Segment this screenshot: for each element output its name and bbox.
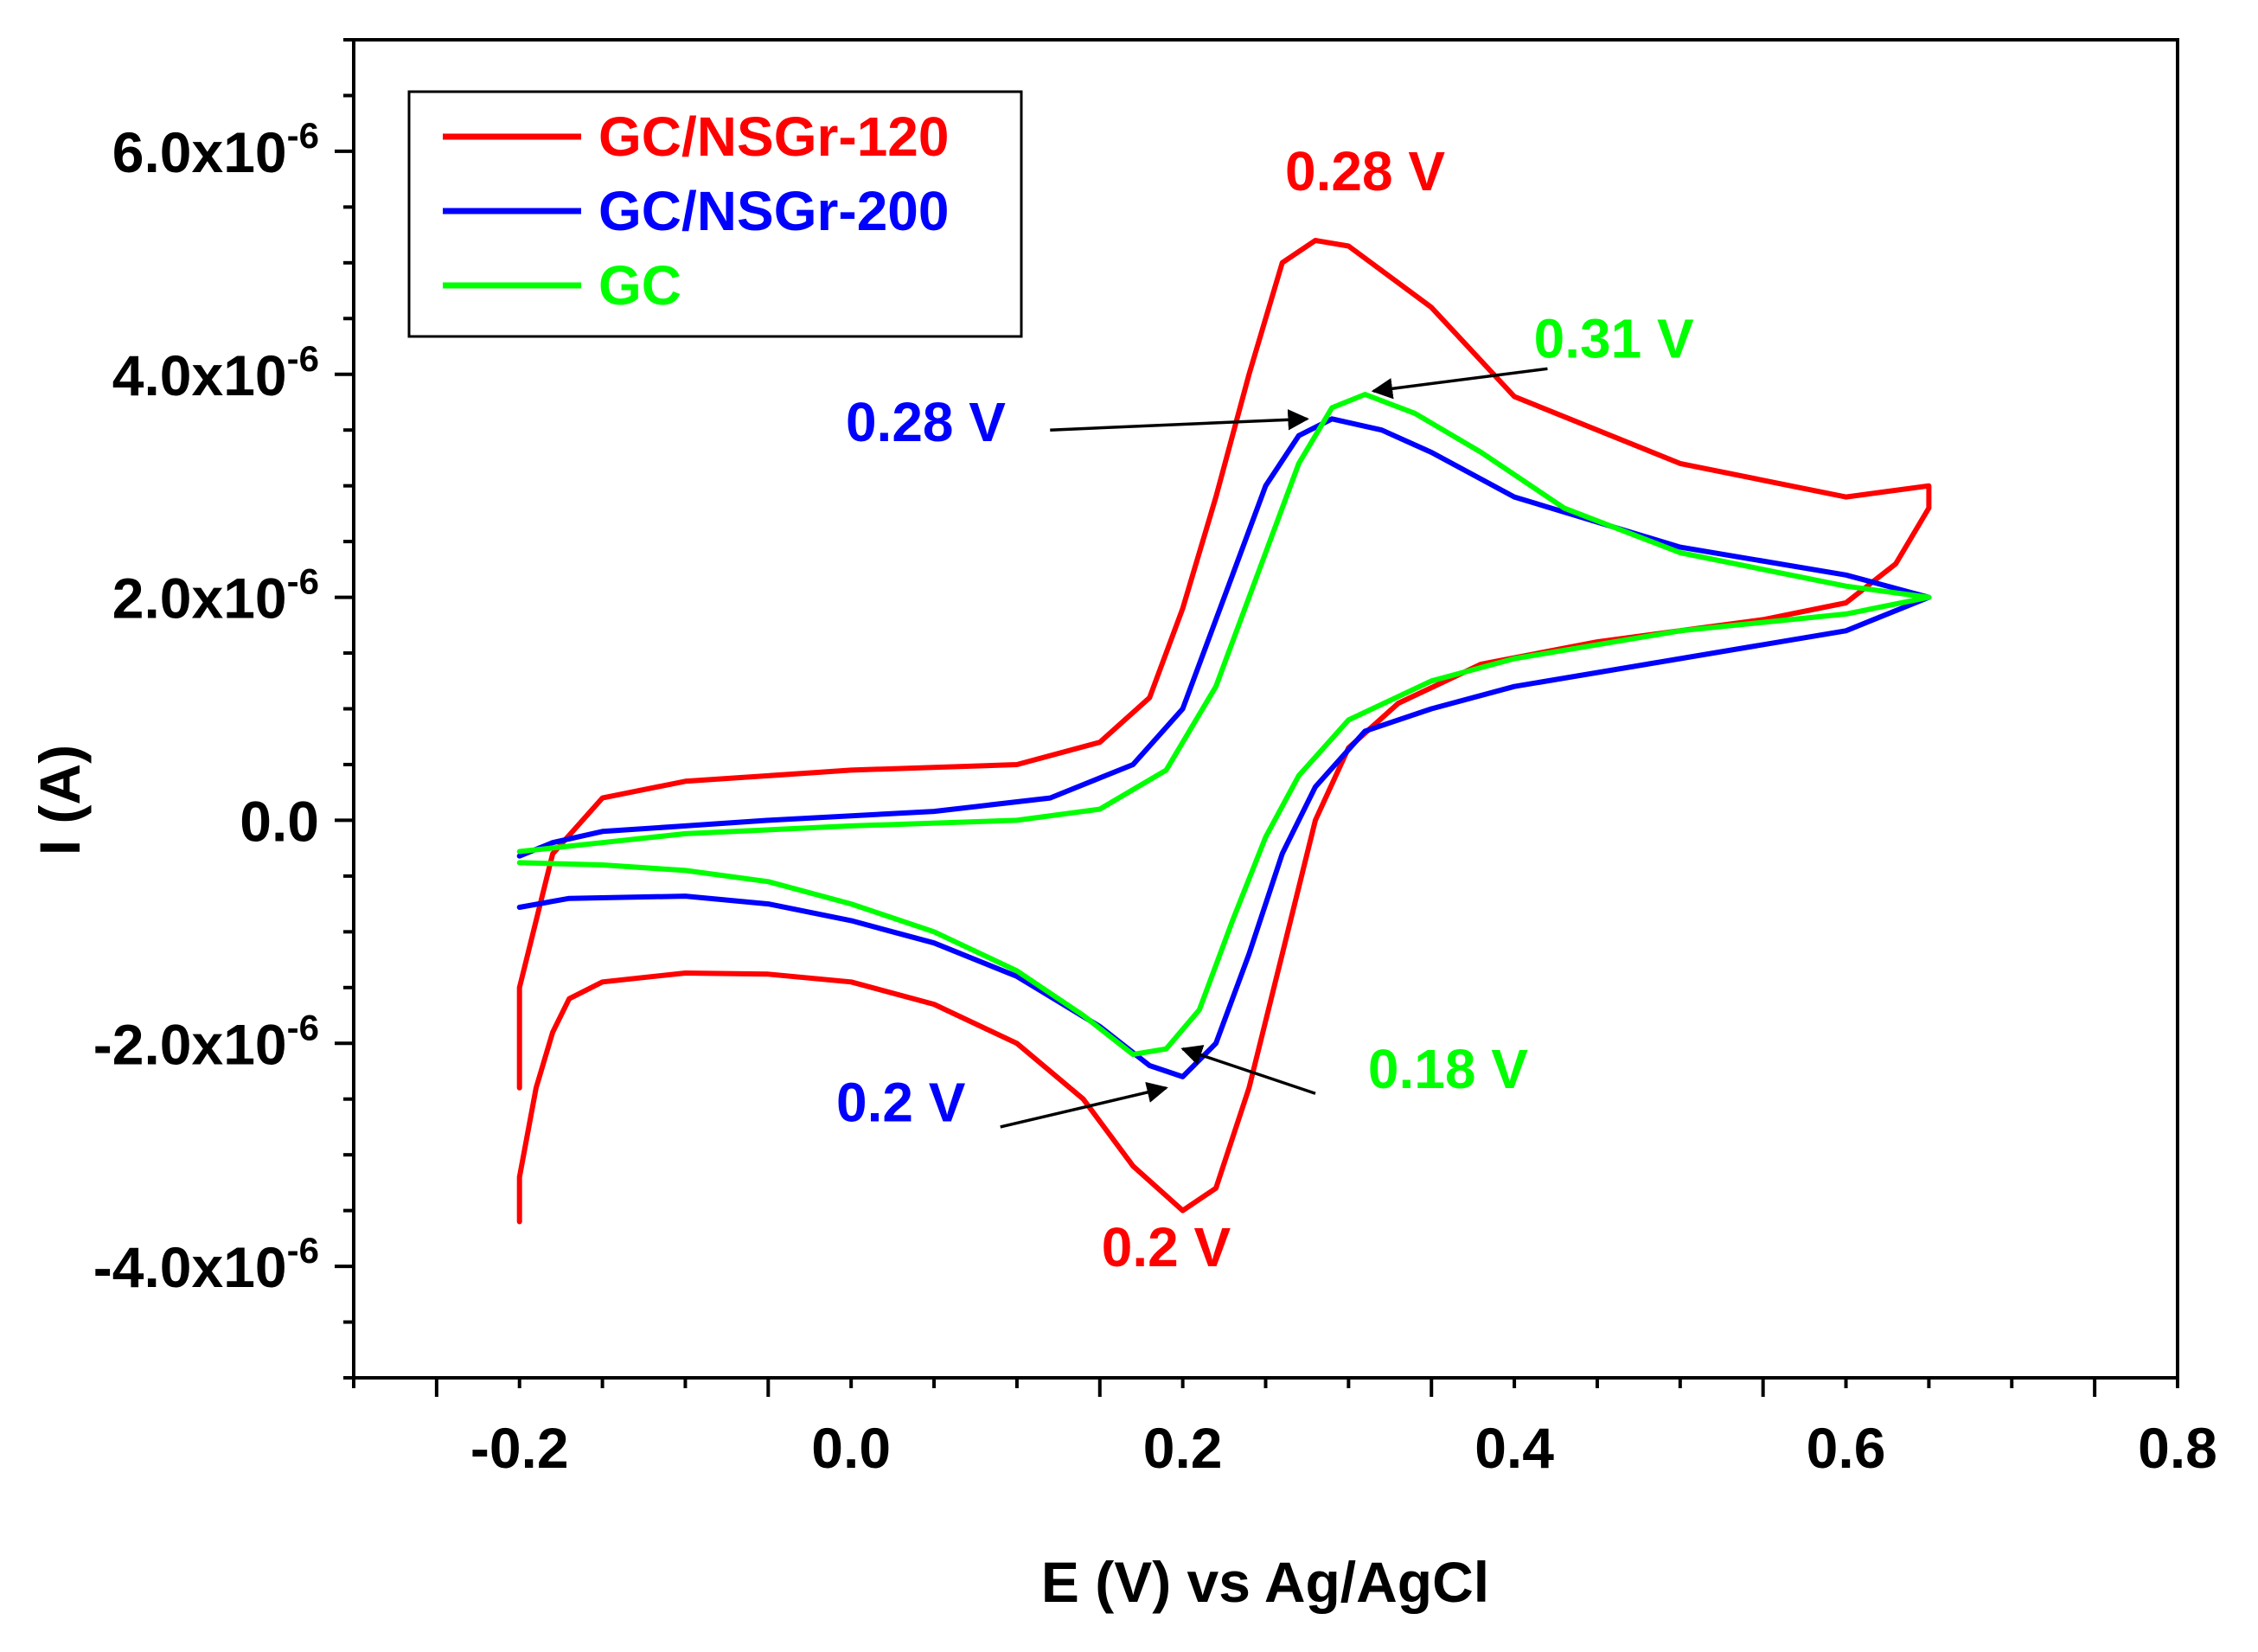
x-axis: -0.2 0.0 0.2 0.4 0.6 0.8 xyxy=(352,1378,2217,1480)
annotation-label: 0.28 V xyxy=(1285,140,1445,202)
x-tick-label: -0.2 xyxy=(470,1416,569,1480)
y-tick-mantissa: 6.0x10 xyxy=(112,120,287,184)
legend: GC/NSGr-120 GC/NSGr-200 GC xyxy=(407,90,1023,338)
x-tick-label: 0.6 xyxy=(1807,1416,1886,1480)
y-tick-label: -4.0x10-6 xyxy=(93,1230,319,1299)
x-tick-label: 0.2 xyxy=(1143,1416,1223,1480)
y-tick-exponent: -6 xyxy=(287,115,319,156)
y-tick-exponent: -6 xyxy=(287,1230,319,1271)
y-tick-exponent: -6 xyxy=(287,338,319,379)
y-tick-mantissa: -2.0x10 xyxy=(93,1012,287,1076)
y-tick-mantissa: 0.0 xyxy=(240,789,319,853)
y-tick-exponent: -6 xyxy=(287,561,319,602)
y-tick-mantissa: 2.0x10 xyxy=(112,567,287,631)
series-line-1 xyxy=(516,238,1932,1225)
annotation-label: 0.18 V xyxy=(1368,1038,1528,1100)
y-tick-label: 6.0x10-6 xyxy=(112,115,319,184)
y-axis-label: I (A) xyxy=(28,745,92,855)
x-tick-label: 0.0 xyxy=(811,1416,891,1480)
y-tick-label: 2.0x10-6 xyxy=(112,561,319,631)
annotation-label: 0.31 V xyxy=(1534,307,1694,369)
y-tick-label: 0.0 xyxy=(240,789,319,853)
annotation-arrow xyxy=(1050,409,1309,432)
annotations: 0.28 V 0.31 V 0.28 V 0.18 V 0.2 V 0.2 V xyxy=(836,140,1694,1278)
y-axis: -4.0x10-6-2.0x10-60.02.0x10-64.0x10-66.0… xyxy=(93,38,354,1380)
legend-entry-label: GC/NSGr-120 xyxy=(598,106,949,168)
y-tick-label: -2.0x10-6 xyxy=(93,1007,319,1076)
series-layer xyxy=(516,238,1932,1225)
annotation-label: 0.28 V xyxy=(846,391,1006,453)
annotation-arrow xyxy=(1371,367,1548,400)
legend-entry-label: GC xyxy=(598,254,681,317)
y-tick-mantissa: 4.0x10 xyxy=(112,343,287,407)
y-tick-mantissa: -4.0x10 xyxy=(93,1235,287,1299)
x-tick-label: 0.4 xyxy=(1474,1416,1554,1480)
annotation-label: 0.2 V xyxy=(836,1071,966,1133)
annotation-label: 0.2 V xyxy=(1102,1216,1231,1278)
series-line-2 xyxy=(516,416,1932,1079)
y-tick-exponent: -6 xyxy=(287,1007,319,1047)
series-line-3 xyxy=(516,392,1932,1058)
legend-entry-label: GC/NSGr-200 xyxy=(598,180,949,242)
y-tick-label: 4.0x10-6 xyxy=(112,338,319,407)
annotation-arrow xyxy=(1000,1081,1168,1129)
x-axis-label: E (V) vs Ag/AgCl xyxy=(1041,1550,1489,1614)
annotation-arrow xyxy=(1180,1045,1316,1095)
x-tick-label: 0.8 xyxy=(2138,1416,2217,1480)
